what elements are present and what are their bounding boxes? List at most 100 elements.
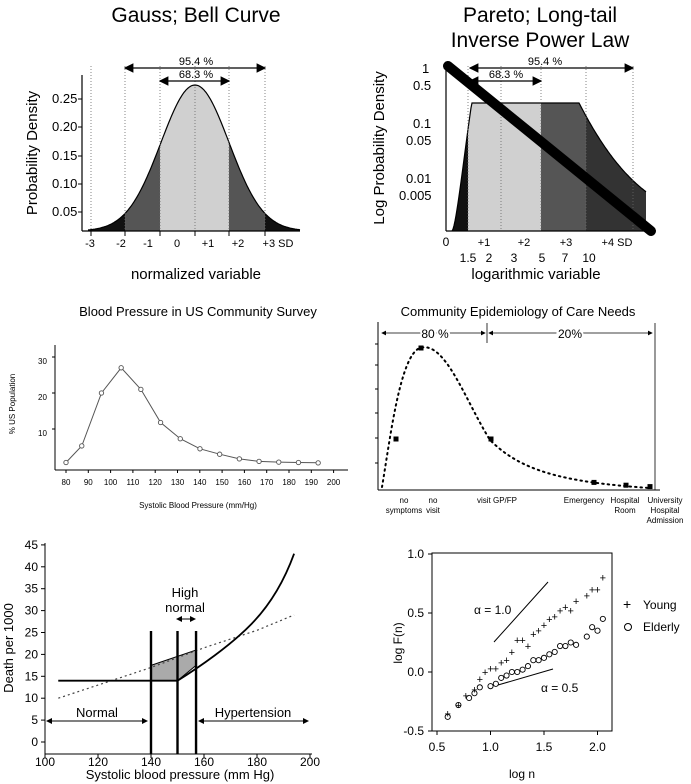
scale-alpha-1-label: α = 1.0 bbox=[474, 603, 512, 617]
mort-y-tick-label: 25 bbox=[25, 626, 39, 640]
scale-point-elderly bbox=[540, 654, 548, 661]
care-category-label: Emergency bbox=[564, 496, 604, 505]
scale-point-young: + bbox=[584, 590, 590, 602]
bp-y-tick-label: 20 bbox=[38, 393, 47, 402]
gauss-ticks bbox=[78, 98, 266, 236]
care-category-label: visit GP/FP bbox=[477, 496, 517, 505]
scale-y-tick-label: 0.5 bbox=[407, 606, 424, 620]
care-data-point bbox=[647, 484, 653, 490]
scale-x-tick-label: 1.5 bbox=[536, 740, 553, 754]
bp-data-point bbox=[256, 458, 262, 465]
mort-high-normal-label: High bbox=[172, 585, 199, 600]
gauss-label-95: 95.4 % bbox=[179, 56, 213, 68]
scale-point-elderly bbox=[508, 668, 515, 676]
mort-x-tick-label: 180 bbox=[247, 755, 267, 769]
scale-point-elderly bbox=[551, 648, 558, 655]
scale-point-elderly bbox=[535, 657, 542, 664]
scale-point-young: + bbox=[568, 606, 574, 618]
pareto-x-tick-label-log: 2 bbox=[486, 251, 493, 265]
scale-point-young: + bbox=[525, 641, 531, 653]
scale-x-tick-labels: 0.5 1.0 1.5 2.0 bbox=[429, 740, 607, 754]
gauss-y-tick-label: 0.15 bbox=[52, 148, 77, 163]
scale-point-young: + bbox=[530, 629, 536, 641]
scale-plot-frame bbox=[431, 552, 613, 732]
scale-slope-05-line bbox=[497, 668, 554, 686]
scale-point-young: + bbox=[551, 612, 557, 624]
panel-care-needs: Community Epidemiology of Care Needs 80 … bbox=[375, 304, 683, 525]
bp-data-point bbox=[79, 443, 85, 449]
mort-y-tick-labels: 0 5 10 15 20 25 30 35 40 45 bbox=[25, 538, 39, 749]
mort-y-axis-title: Death per 1000 bbox=[1, 603, 16, 693]
care-category-label: Admission bbox=[647, 516, 684, 525]
gauss-y-tick-label: 0.25 bbox=[52, 91, 77, 106]
pareto-y-tick-label: 0.1 bbox=[413, 116, 431, 131]
care-label-80: 80 % bbox=[421, 327, 449, 341]
gauss-y-tick-label: 0.05 bbox=[52, 204, 77, 219]
pareto-y-tick-label: 0.05 bbox=[406, 133, 431, 148]
mort-x-tick-label: 200 bbox=[300, 755, 320, 769]
pareto-x-tick-label: +2 bbox=[518, 237, 531, 249]
bp-data-point bbox=[98, 390, 105, 396]
scale-point-young: + bbox=[589, 584, 595, 596]
care-y-ticks bbox=[375, 343, 378, 464]
care-data-point bbox=[623, 482, 629, 488]
care-category-label: Hospital bbox=[651, 506, 680, 515]
pareto-y-tick-label: 0.005 bbox=[399, 188, 432, 203]
mort-x-tick-label: 160 bbox=[194, 755, 214, 769]
pareto-power-law-line bbox=[443, 61, 656, 236]
gauss-title: Gauss; Bell Curve bbox=[111, 4, 280, 27]
gauss-sd-lines bbox=[90, 66, 266, 231]
care-category-label: Room bbox=[614, 506, 636, 515]
scale-point-elderly bbox=[557, 642, 564, 650]
pareto-x-tick-label: 0 bbox=[443, 235, 450, 249]
mort-y-tick-label: 10 bbox=[25, 691, 39, 705]
scale-point-elderly bbox=[567, 639, 574, 646]
scale-y-tick-label: 0.0 bbox=[407, 665, 424, 679]
mort-y-tick-label: 5 bbox=[31, 713, 38, 727]
bp-x-tick-labels: 80 90 100 110 120 130 140 150 160 170 180 190 200 bbox=[62, 478, 341, 487]
scale-y-tick-labels: 1.0 0.5 0.0 -0.5 bbox=[403, 547, 424, 738]
bp-data-point bbox=[138, 386, 144, 393]
scale-point-elderly bbox=[583, 633, 590, 640]
gauss-band bbox=[160, 85, 229, 231]
pareto-y-tick-label: 0.01 bbox=[406, 171, 431, 186]
bp-data-point bbox=[276, 459, 282, 465]
mort-y-tick-label: 35 bbox=[25, 582, 39, 596]
bp-x-tick-label: 80 bbox=[62, 478, 71, 487]
gauss-y-tick-label: 0.10 bbox=[52, 176, 77, 191]
pareto-subtitle: Inverse Power Law bbox=[451, 29, 630, 52]
scale-point-young: + bbox=[487, 663, 493, 675]
scale-point-young: + bbox=[519, 635, 525, 647]
scale-point-elderly bbox=[444, 713, 451, 720]
scale-point-young: + bbox=[535, 626, 541, 638]
mort-high-normal-area bbox=[150, 649, 197, 682]
bp-x-tick-label: 170 bbox=[260, 478, 274, 487]
scale-point-young: + bbox=[509, 647, 515, 659]
scale-point-elderly bbox=[503, 672, 510, 679]
bp-data-point bbox=[177, 436, 183, 442]
care-points bbox=[393, 345, 653, 490]
care-data-point bbox=[418, 345, 424, 351]
mort-x-axis-title: Systolic blood pressure (mm Hg) bbox=[86, 767, 275, 782]
mort-y-tick-label: 40 bbox=[25, 560, 39, 574]
legend-label-young: Young bbox=[643, 598, 677, 612]
gauss-x-tick-label: -3 bbox=[85, 238, 95, 250]
scale-point-young: + bbox=[463, 691, 469, 703]
mort-solid-curve bbox=[58, 553, 295, 682]
pareto-label-95: 95.4 % bbox=[528, 56, 562, 68]
scale-point-elderly bbox=[514, 668, 521, 676]
mort-ticks bbox=[41, 544, 311, 758]
bp-x-tick-label: 100 bbox=[104, 478, 118, 487]
scale-ticks bbox=[428, 553, 598, 735]
pareto-y-tick-label: 1 bbox=[422, 61, 429, 76]
bp-y-tick-label: 30 bbox=[38, 357, 47, 366]
scale-point-young: + bbox=[514, 635, 520, 647]
pareto-curve bbox=[451, 102, 647, 232]
mort-hypertension-label: Hypertension bbox=[215, 705, 292, 720]
bp-series-line bbox=[65, 367, 319, 464]
pareto-y-axis-title: Log Probability Density bbox=[371, 71, 388, 225]
mort-y-tick-label: 30 bbox=[25, 604, 39, 618]
mort-x-tick-labels: 100 120 140 160 180 200 bbox=[35, 755, 320, 769]
